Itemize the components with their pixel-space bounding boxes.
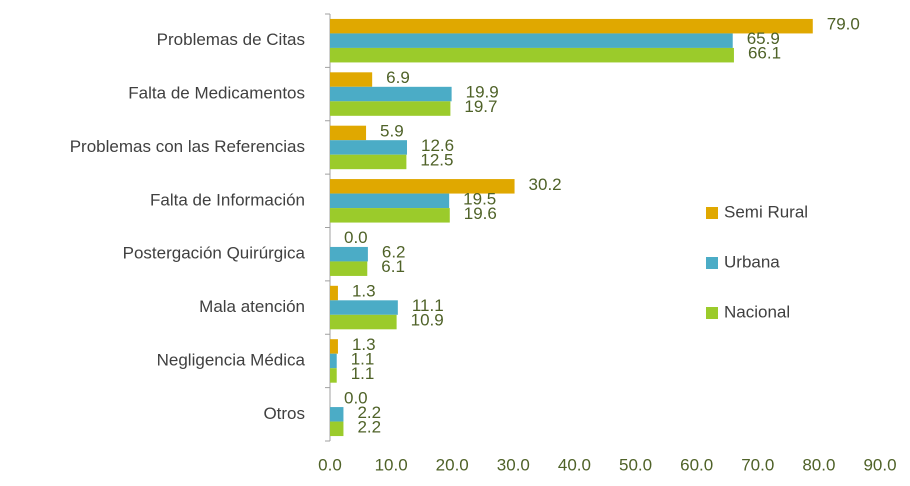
- x-tick-label: 80.0: [802, 455, 835, 474]
- data-label: 2.2: [357, 417, 381, 436]
- y-tick-label: Falta de Medicamentos: [128, 84, 305, 103]
- data-label: 0.0: [344, 228, 368, 247]
- legend-label: Urbana: [724, 252, 780, 271]
- data-label: 11.1: [412, 296, 444, 315]
- x-tick-label: 30.0: [497, 455, 530, 474]
- bar: [330, 33, 733, 48]
- bar: [330, 193, 450, 209]
- data-label: 6.2: [382, 243, 406, 262]
- data-label: 30.2: [529, 175, 562, 194]
- bar: [330, 47, 734, 63]
- x-tick-label: 60.0: [680, 455, 713, 474]
- y-tick-label: Postergación Quirúrgica: [123, 244, 306, 263]
- y-tick-label: Negligencia Médica: [157, 350, 306, 369]
- x-tick-label: 70.0: [741, 455, 774, 474]
- x-tick-label: 20.0: [436, 455, 469, 474]
- x-tick-label: 0.0: [318, 455, 342, 474]
- bar: [330, 18, 813, 34]
- x-tick-label: 50.0: [619, 455, 652, 474]
- bar: [330, 261, 368, 276]
- data-label: 12.6: [421, 136, 454, 155]
- data-label: 1.1: [351, 364, 375, 383]
- data-label: 10.9: [411, 311, 444, 330]
- legend-swatch: [706, 307, 718, 319]
- bar: [330, 368, 337, 383]
- bar: [330, 101, 451, 116]
- data-label: 2.2: [357, 403, 381, 422]
- x-tick-label: 10.0: [375, 455, 408, 474]
- data-label: 6.1: [381, 257, 405, 276]
- bar: [330, 125, 367, 141]
- legend-swatch: [706, 257, 718, 269]
- x-tick-label: 40.0: [558, 455, 591, 474]
- data-label: 65.9: [747, 29, 780, 48]
- bar: [330, 140, 407, 155]
- data-label: 6.9: [386, 68, 410, 87]
- y-tick-label: Problemas de Citas: [157, 30, 305, 49]
- data-label: 66.1: [748, 44, 781, 63]
- data-label: 79.0: [827, 15, 860, 34]
- bar: [330, 72, 373, 87]
- y-tick-label: Otros: [263, 404, 305, 423]
- y-tick-label: Mala atención: [199, 297, 305, 316]
- bar: [330, 314, 397, 330]
- bar: [330, 179, 515, 194]
- data-label: 1.1: [351, 349, 375, 368]
- bar: [330, 208, 450, 223]
- bar: [330, 353, 337, 369]
- data-label: 12.5: [420, 150, 453, 169]
- data-label: 19.5: [463, 189, 496, 208]
- y-tick-label: Problemas con las Referencias: [70, 137, 305, 156]
- bar: [330, 300, 398, 315]
- legend-label: Nacional: [724, 302, 790, 321]
- x-tick-label: 90.0: [863, 455, 896, 474]
- data-label: 19.9: [466, 83, 499, 102]
- data-label: 5.9: [380, 121, 404, 140]
- data-label: 1.3: [352, 335, 376, 354]
- data-label: 19.7: [464, 97, 497, 116]
- legend-swatch: [706, 207, 718, 219]
- bar: [330, 407, 344, 422]
- data-label: 0.0: [344, 388, 368, 407]
- data-label: 19.6: [464, 204, 497, 223]
- bar: [330, 339, 338, 354]
- y-tick-label: Falta de Información: [150, 190, 305, 209]
- bar: [330, 154, 407, 170]
- bar: [330, 285, 338, 301]
- bar: [330, 421, 344, 437]
- data-label: 1.3: [352, 282, 376, 301]
- legend-label: Semi Rural: [724, 202, 808, 221]
- bar: [330, 86, 452, 102]
- bar: [330, 246, 368, 262]
